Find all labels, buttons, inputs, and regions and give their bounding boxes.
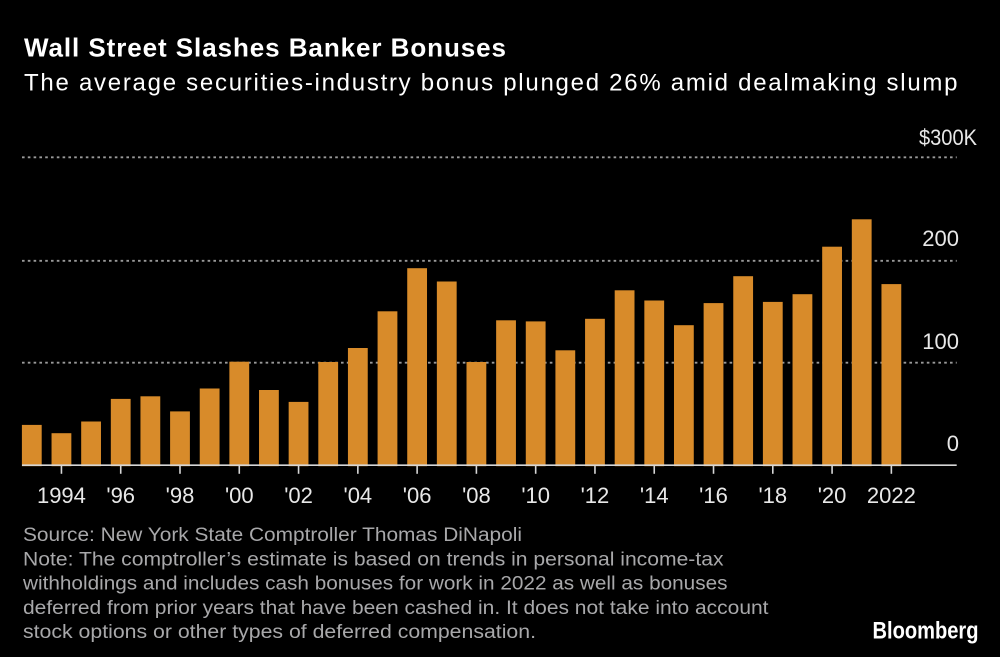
svg-text:withholdings and includes cash: withholdings and includes cash bonuses f… — [22, 574, 728, 595]
svg-text:'04: '04 — [344, 483, 373, 508]
svg-text:'20: '20 — [818, 483, 847, 508]
svg-text:Note: The comptroller’s estima: Note: The comptroller’s estimate is base… — [23, 549, 724, 570]
svg-text:'08: '08 — [462, 483, 491, 508]
svg-text:200: 200 — [922, 226, 959, 251]
svg-text:'02: '02 — [284, 483, 313, 508]
svg-text:100: 100 — [922, 329, 959, 354]
svg-text:'16: '16 — [699, 483, 728, 508]
svg-text:'18: '18 — [758, 483, 787, 508]
svg-text:Wall Street Slashes Banker Bon: Wall Street Slashes Banker Bonuses — [24, 33, 506, 63]
svg-text:stock options or other types o: stock options or other types of deferred… — [23, 622, 536, 643]
svg-text:2022: 2022 — [867, 483, 916, 508]
svg-text:Source: New York State Comptro: Source: New York State Comptroller Thoma… — [23, 525, 522, 546]
svg-text:0: 0 — [947, 431, 959, 456]
svg-text:'14: '14 — [640, 483, 669, 508]
svg-text:'12: '12 — [581, 483, 610, 508]
svg-text:'10: '10 — [521, 483, 550, 508]
svg-text:'06: '06 — [403, 483, 432, 508]
svg-text:'96: '96 — [106, 483, 135, 508]
svg-text:The average securities-industr: The average securities-industry bonus pl… — [24, 69, 958, 96]
svg-text:'00: '00 — [225, 483, 254, 508]
svg-text:Bloomberg: Bloomberg — [873, 618, 979, 645]
svg-text:'98: '98 — [166, 483, 195, 508]
svg-text:$300K: $300K — [919, 125, 977, 150]
svg-text:1994: 1994 — [37, 483, 86, 508]
svg-text:deferred from prior years that: deferred from prior years that have been… — [23, 598, 769, 619]
